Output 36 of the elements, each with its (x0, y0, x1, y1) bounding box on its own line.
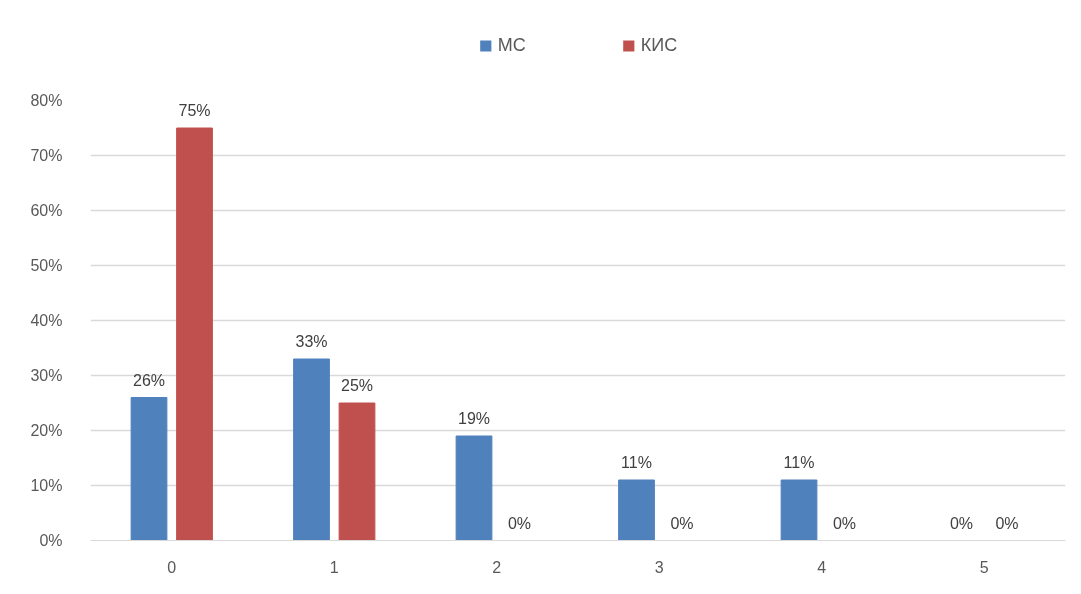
data-label: 25% (340, 377, 374, 394)
bar (780, 479, 818, 541)
bar (293, 358, 330, 541)
x-tick-label: 1 (329, 558, 339, 576)
data-label: 75% (178, 102, 211, 119)
y-tick-label: 20% (30, 422, 63, 439)
data-label: 11% (621, 454, 652, 471)
bar (130, 397, 168, 541)
bar (176, 127, 213, 541)
y-tick-label: 80% (30, 92, 63, 109)
bar (338, 402, 376, 541)
data-label: 0% (832, 514, 857, 532)
data-label: 19% (457, 410, 491, 427)
y-tick-label: 70% (30, 147, 63, 164)
bar (455, 435, 493, 541)
x-tick-label: 5 (979, 558, 989, 576)
data-label: 0% (507, 514, 532, 532)
x-tick-label: 0 (167, 558, 177, 576)
data-label: 0% (995, 514, 1019, 532)
legend-label: МС (497, 34, 526, 56)
x-tick-label: 3 (654, 558, 664, 576)
y-tick-label: 30% (30, 367, 63, 384)
y-tick-label: 10% (30, 477, 63, 494)
data-label: 0% (949, 514, 974, 532)
y-tick-label: 40% (30, 312, 63, 329)
x-tick-label: 2 (492, 558, 502, 576)
data-label: 26% (132, 371, 166, 389)
data-label: 33% (295, 333, 328, 350)
data-label: 0% (670, 514, 694, 532)
y-tick-label: 60% (30, 202, 63, 219)
data-label: 11% (783, 454, 815, 471)
bar (618, 479, 655, 541)
y-tick-label: 0% (39, 532, 63, 549)
legend-label: КИС (640, 34, 678, 56)
y-tick-label: 50% (30, 257, 63, 274)
x-tick-label: 4 (817, 558, 827, 576)
